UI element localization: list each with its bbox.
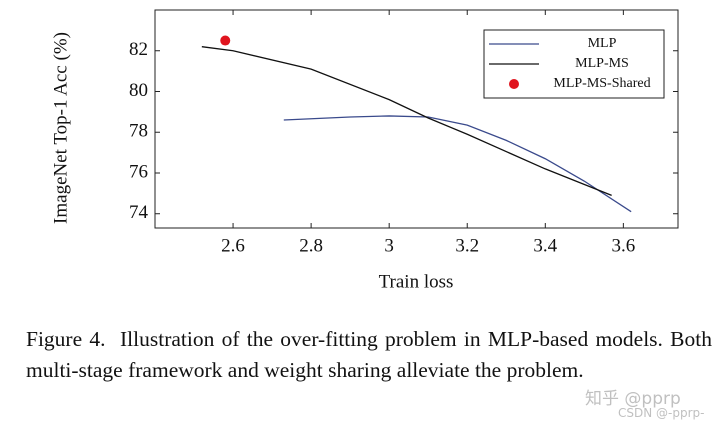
x-tick-label: 2.6 [221, 235, 245, 256]
legend-label: MLP-MS [575, 56, 629, 71]
x-tick-label: 3.6 [611, 235, 635, 256]
y-tick-label: 80 [129, 80, 148, 101]
plot-frame [154, 9, 679, 229]
legend-label: MLP-MS-Shared [553, 76, 650, 91]
legend-label: MLP [588, 36, 617, 51]
figure-caption: Figure 4. Illustration of the over-fitti… [26, 327, 718, 382]
data-point [220, 35, 231, 46]
x-axis-label: Train loss [379, 271, 454, 292]
x-tick-label: 2.8 [299, 235, 323, 256]
y-tick-label: 74 [129, 202, 149, 223]
y-tick-label: 82 [129, 39, 148, 60]
watermark: CSDN @-pprp- [618, 406, 705, 420]
y-tick-label: 78 [129, 121, 148, 142]
x-tick-label: 3.4 [533, 235, 557, 256]
x-tick-label: 3 [384, 235, 394, 256]
data-line [201, 46, 612, 197]
legend-marker [509, 79, 519, 89]
data-line [283, 115, 632, 213]
chart: Train loss ImageNet Top-1 Acc (%) 2.6 2.8… [50, 9, 679, 292]
y-tick-label: 76 [129, 161, 148, 182]
watermark: 知乎 @pprp [585, 389, 681, 409]
x-tick-label: 3.2 [455, 235, 479, 256]
y-axis-label: ImageNet Top-1 Acc (%) [50, 32, 71, 224]
